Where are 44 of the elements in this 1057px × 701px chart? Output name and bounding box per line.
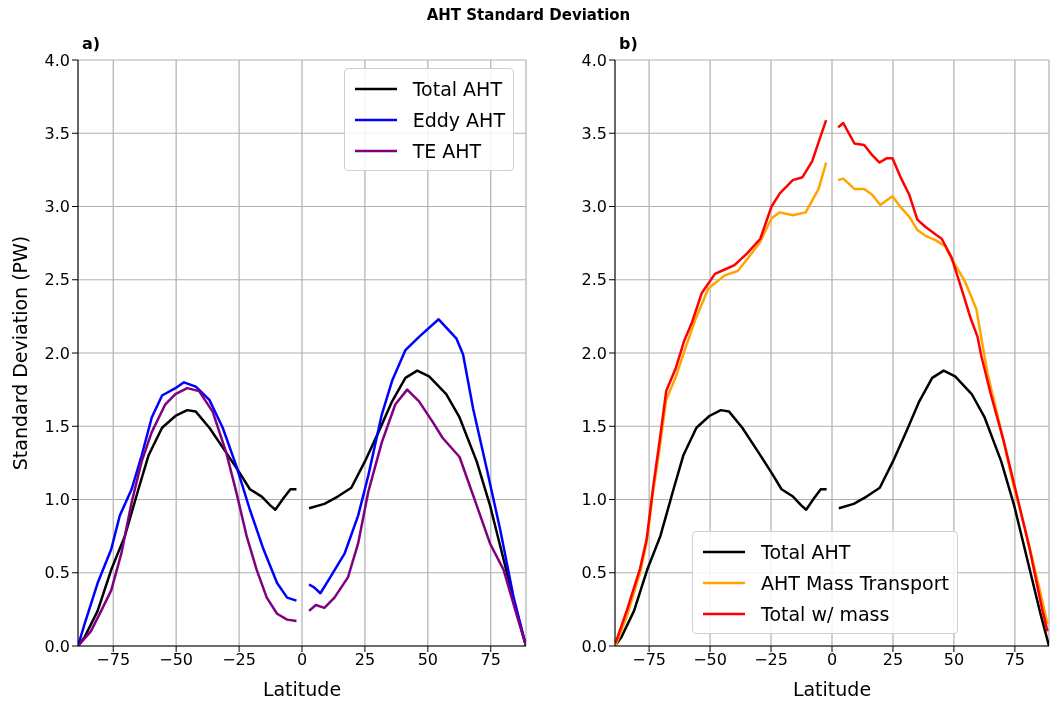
y-tick-label: 2.0: [581, 343, 607, 363]
chart-title: AHT Standard Deviation: [425, 6, 632, 24]
x-axis-title: Latitude: [792, 678, 872, 700]
y-tick-label: 1.5: [581, 416, 607, 436]
x-tick-label: 0: [826, 650, 838, 670]
x-axis-title: Latitude: [262, 678, 342, 700]
legend-label: Total AHT: [412, 77, 502, 100]
x-tick-label: 75: [480, 650, 501, 670]
x-tick-label: 50: [943, 650, 965, 670]
x-tick-label: 0: [296, 650, 308, 670]
legend-label: TE AHT: [412, 139, 482, 162]
x-tick-label: 50: [417, 650, 439, 670]
y-tick-label: 4.0: [44, 50, 70, 70]
y-tick-label: 2.0: [44, 343, 70, 363]
y-tick-label: 1.5: [44, 416, 70, 436]
y-tick-label: 3.0: [581, 197, 607, 217]
y-tick-label: 0.0: [581, 636, 607, 656]
x-tick-label: −50: [159, 650, 194, 670]
y-tick-label: 2.5: [44, 270, 70, 290]
x-tick-label: −50: [693, 650, 727, 670]
x-tick-label: −25: [222, 650, 256, 670]
legend-label: Eddy AHT: [412, 108, 505, 131]
legend-label: Total w/ mass: [761, 602, 890, 625]
y-tick-label: 0.5: [581, 563, 607, 583]
y-tick-label: 1.0: [581, 490, 607, 510]
x-tick-label: 25: [882, 650, 904, 670]
text: a): [82, 34, 101, 53]
legend-label: AHT Mass Transport: [761, 571, 949, 594]
y-axis-title: Standard Deviation (PW): [8, 235, 31, 471]
y-tick-label: 3.5: [44, 123, 70, 143]
x-tick-label: −25: [754, 650, 788, 670]
y-tick-label: 0.0: [44, 636, 70, 656]
x-tick-label: 25: [354, 650, 376, 670]
y-tick-label: 4.0: [581, 50, 607, 70]
x-tick-label: −75: [96, 650, 131, 670]
y-tick-label: 3.0: [44, 197, 70, 217]
y-tick-label: 3.5: [581, 123, 607, 143]
x-tick-label: −75: [632, 650, 667, 670]
y-tick-label: 2.5: [581, 270, 607, 290]
legend-label: Total AHT: [761, 540, 851, 563]
y-tick-label: 1.0: [44, 490, 70, 510]
x-tick-label: 75: [1004, 650, 1026, 670]
text: b): [619, 34, 638, 53]
y-tick-label: 0.5: [44, 563, 70, 583]
